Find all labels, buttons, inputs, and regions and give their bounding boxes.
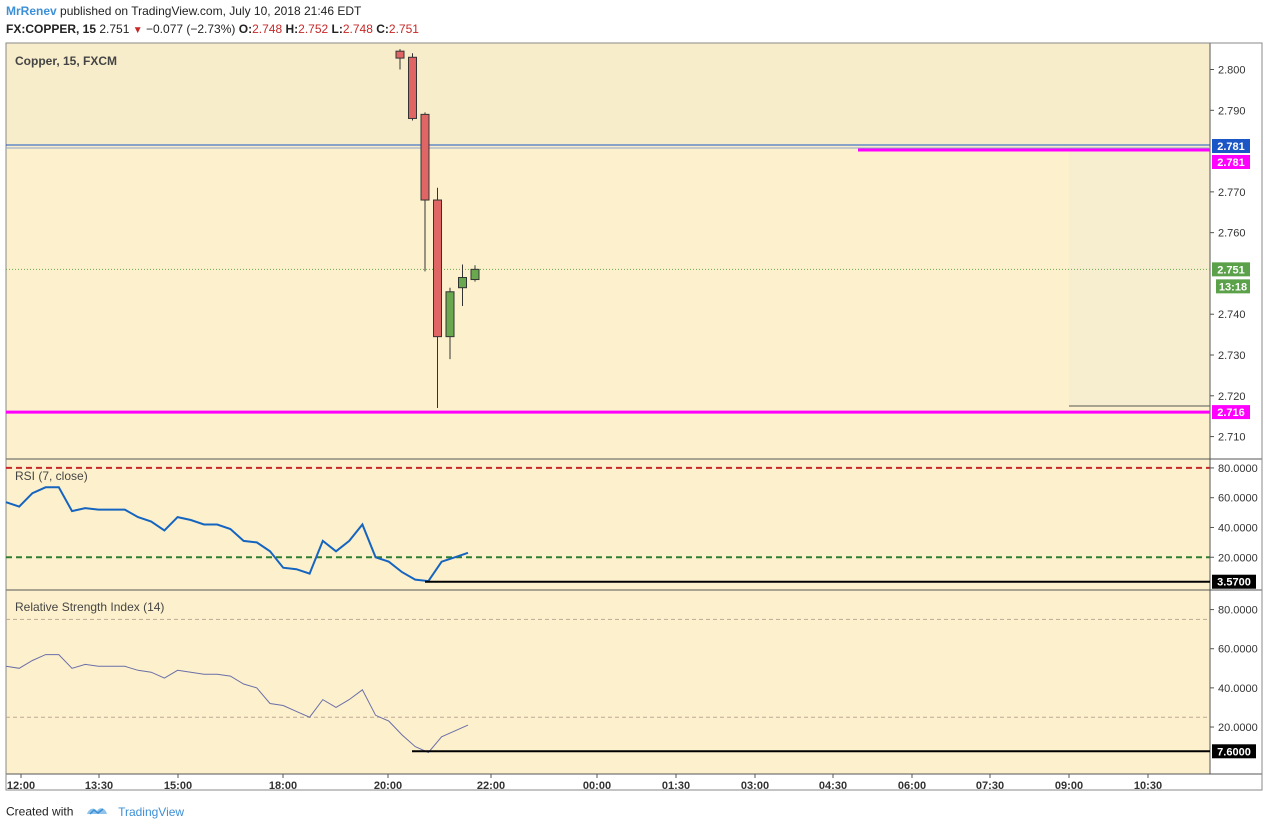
target-box <box>1069 147 1210 406</box>
candle-body <box>445 291 455 338</box>
open-value: 2.748 <box>252 22 283 36</box>
y-tick-label: 2.790 <box>1218 105 1246 117</box>
x-tick-label: 00:00 <box>583 780 611 792</box>
price-pane-title: Copper, 15, FXCM <box>15 54 117 68</box>
support-level-tag-bg <box>1212 405 1250 420</box>
close-value: 2.751 <box>388 22 419 36</box>
y-tick-label: 2.740 <box>1218 309 1246 321</box>
plot-area <box>6 43 1210 774</box>
x-tick-label: 22:00 <box>477 780 505 792</box>
countdown-tag: 13:18 <box>1219 281 1247 293</box>
candle-body <box>470 268 480 281</box>
chart-frame <box>5 42 1263 791</box>
rsi7-line <box>5 486 469 583</box>
marker-tag: 3.5700 <box>1217 577 1251 589</box>
y-tick-label: 80.0000 <box>1218 605 1258 617</box>
x-tick-label: 04:30 <box>819 780 847 792</box>
open-label: O: <box>238 22 253 36</box>
x-tick-label: 01:30 <box>662 780 690 792</box>
marker-tag: 7.6000 <box>1217 746 1251 758</box>
tradingview-logo-icon[interactable] <box>85 804 109 821</box>
upper-zone <box>6 43 1210 147</box>
marker-tag-bg <box>1212 744 1256 759</box>
x-tick-label: 20:00 <box>374 780 402 792</box>
high-value: 2.752 <box>298 22 329 36</box>
magenta-level-tag-bg <box>1212 155 1250 169</box>
footer: Created with TradingView <box>6 804 184 821</box>
low-label: L: <box>331 22 343 36</box>
publish-info: published on TradingView.com, July 10, 2… <box>60 4 362 18</box>
magenta-level-tag: 2.781 <box>1217 157 1245 169</box>
quote-line: FX:COPPER, 15 2.751 ▼ −0.077 (−2.73%) O:… <box>6 22 419 36</box>
x-tick-label: 13:30 <box>85 780 113 792</box>
marker-tag-bg <box>1212 574 1256 589</box>
support-level-tag: 2.716 <box>1217 407 1245 419</box>
candle-body <box>395 50 405 59</box>
y-tick-label: 2.710 <box>1218 432 1246 444</box>
y-tick-label: 40.0000 <box>1218 683 1258 695</box>
candle-body <box>433 199 442 338</box>
low-value: 2.748 <box>342 22 373 36</box>
x-tick-label: 18:00 <box>269 780 297 792</box>
x-tick-label: 03:00 <box>741 780 769 792</box>
x-tick-label: 15:00 <box>164 780 192 792</box>
last-price: 2.751 <box>99 22 130 36</box>
last-price-tag-bg <box>1212 262 1250 277</box>
created-with-label: Created with <box>6 804 74 819</box>
x-tick-label: 12:00 <box>7 780 35 792</box>
rsi7-title: RSI (7, close) <box>15 469 88 483</box>
y-tick-label: 60.0000 <box>1218 644 1258 656</box>
candle-body <box>420 113 430 201</box>
y-tick-label: 2.730 <box>1218 350 1246 362</box>
y-tick-label: 80.0000 <box>1218 463 1258 475</box>
rsi14-title: Relative Strength Index (14) <box>15 600 164 614</box>
author-name[interactable]: MrRenev <box>6 4 57 18</box>
y-tick-label: 60.0000 <box>1218 493 1258 505</box>
y-tick-label: 2.800 <box>1218 65 1246 77</box>
symbol-label: FX:COPPER, 15 <box>6 22 97 36</box>
blue-level-tag-bg <box>1212 139 1250 153</box>
high-label: H: <box>285 22 299 36</box>
close-label: C: <box>376 22 389 36</box>
y-tick-label: 2.760 <box>1218 228 1246 240</box>
price-change: −0.077 (−2.73%) <box>146 22 236 36</box>
publish-line: MrRenev published on TradingView.com, Ju… <box>6 4 361 18</box>
x-tick-label: 06:00 <box>898 780 926 792</box>
y-tick-label: 2.720 <box>1218 391 1246 403</box>
x-tick-label: 09:00 <box>1055 780 1083 792</box>
candle-body <box>408 56 417 119</box>
countdown-tag-bg <box>1216 279 1250 294</box>
candle-body <box>458 277 467 289</box>
x-tick-label: 07:30 <box>976 780 1004 792</box>
rsi14-line <box>5 654 469 754</box>
down-triangle-icon: ▼ <box>132 25 143 36</box>
blue-level-tag: 2.781 <box>1217 141 1245 153</box>
y-tick-label: 20.0000 <box>1218 722 1258 734</box>
last-price-tag: 2.751 <box>1217 264 1245 276</box>
tradingview-link[interactable]: TradingView <box>118 804 185 819</box>
y-tick-label: 20.0000 <box>1218 552 1258 564</box>
x-tick-label: 10:30 <box>1134 780 1162 792</box>
y-tick-label: 2.770 <box>1218 187 1246 199</box>
y-tick-label: 40.0000 <box>1218 522 1258 534</box>
